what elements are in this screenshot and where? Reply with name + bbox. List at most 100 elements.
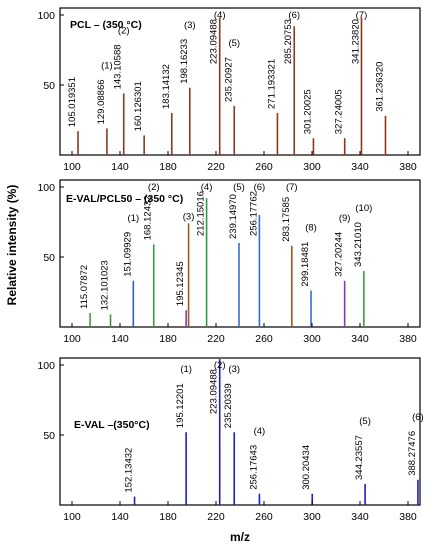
y-tick-label: 50 [43,430,55,442]
panel-pcl: PCL – (350 °C) 100 140 180 220 260 300 340 380 5… [37,7,421,173]
peak-labels: 152.13432 195.12201 (1) 223.09488(2) 235.203… [124,360,424,493]
panel-title: E-VAL/PCL50 – (350 °C) [66,193,183,205]
peak-index-label: (2) [118,25,130,36]
peak-mz-label: 271.193321 [266,59,277,109]
peak-index-label: (1) [128,213,140,224]
panel-eval-pcl50: E-VAL/PCL50 – (350 °C) 100 140 180 220 260 30… [37,179,421,345]
peak-index-label: (5) [228,38,240,49]
peak-mz-label: 344.23557 [354,435,365,480]
y-tick-label: 100 [37,10,55,22]
panel-title: E-VAL –(350°C) [74,419,150,431]
x-tick-label: 260 [255,333,273,345]
peak-mz-label: 195.12345 [175,261,186,306]
x-tick-label: 340 [351,511,369,523]
peak-bars [77,17,387,155]
peak-index-label: (2) [148,182,160,193]
x-tick-label: 300 [303,511,321,523]
peak-index-label: (10) [355,203,372,214]
peak-mz-label: 151.09929 [122,232,133,277]
x-tick-label: 100 [63,333,81,345]
y-tick-label: 100 [37,182,55,194]
peak-index-label: (6) [254,182,266,193]
peak-bars [89,198,365,327]
x-tick-label: 220 [207,511,225,523]
peak-mz-label: 301.20025 [302,89,313,134]
peak-mz-label: 235.20927 [223,57,234,102]
peak-mz-label: 327.24005 [334,89,345,134]
peak-index-label: (6) [412,412,424,423]
peak-mz-label: 132.101023 [100,260,111,310]
peak-mz-label: 198.16233 [179,39,190,84]
peak-mz-label: 343.21010 [353,222,364,267]
peak-mz-label: 115.07872 [79,265,90,309]
x-tick-label: 140 [111,511,129,523]
axis-ticks: 100 140 180 220 260 300 340 380 50 100 [37,360,416,523]
peak-mz-label: 223.09488 [209,19,220,64]
peak-index-label: (7) [356,10,368,21]
x-tick-label: 380 [399,333,417,345]
x-tick-label: 180 [159,333,177,345]
x-tick-label: 220 [207,161,225,173]
peak-mz-label: 341.23820 [350,19,361,64]
x-tick-label: 300 [303,161,321,173]
peak-mz-label: 143.10588 [113,44,124,89]
peak-index-label: (4) [214,10,226,21]
peak-index-label: (3) [183,211,195,222]
y-tick-label: 50 [43,80,55,92]
peak-mz-label: 223.09488 [209,369,220,414]
peak-mz-label: 285.20753 [283,19,294,64]
peak-mz-label: 299.18481 [300,242,311,287]
x-tick-label: 260 [255,161,273,173]
peak-index-label: (9) [339,213,351,224]
peak-mz-label: 235.20339 [223,383,234,428]
x-tick-label: 300 [303,333,321,345]
peak-index-label: (4) [254,426,266,437]
peak-mz-label: 129.08866 [96,79,107,124]
y-tick-label: 50 [43,252,55,264]
panel-title: PCL – (350 °C) [70,19,142,31]
plot-frame [59,357,421,506]
peak-index-label: (2) [214,360,226,371]
peak-index-label: (7) [286,182,298,193]
peak-labels: 115.07872 132.101023 151.09929 (1) 168.12432… [79,182,372,310]
peak-mz-label: 300.20434 [301,445,312,490]
x-tick-label: 100 [63,511,81,523]
plot-frame [59,7,421,156]
peak-mz-label: 105.019351 [67,77,78,127]
x-axis-label: m/z [230,530,250,544]
peak-mz-label: 256.17762 [248,191,259,236]
x-tick-label: 220 [207,333,225,345]
y-tick-label: 100 [37,360,55,372]
peak-mz-label: 212.15016 [196,191,207,236]
peak-mz-label: 160.126301 [133,81,144,131]
y-axis-label: Relative intensity (%) [5,185,19,306]
x-tick-label: 180 [159,511,177,523]
peak-mz-label: 183.14132 [161,64,172,109]
peak-index-label: (1) [180,364,192,375]
peak-index-label: (6) [288,10,300,21]
peak-index-label: (4) [201,182,213,193]
x-tick-label: 260 [255,511,273,523]
plot-frame [59,179,421,328]
peak-mz-label: 168.12432 [143,195,154,240]
peak-bars [133,359,419,505]
peak-index-label: (8) [305,223,317,234]
x-tick-label: 340 [351,333,369,345]
peak-index-label: (5) [233,182,245,193]
x-tick-label: 140 [111,161,129,173]
peak-index-label: (5) [359,416,371,427]
x-tick-label: 100 [63,161,81,173]
panel-eval: E-VAL –(350°C) 100 140 180 220 260 300 340 380 5… [37,357,424,523]
peak-mz-label: 388.27476 [407,431,418,476]
x-tick-label: 380 [399,511,417,523]
peak-index-label: (3) [184,20,196,31]
peak-mz-label: 361.236320 [374,62,385,112]
x-tick-label: 380 [399,161,417,173]
peak-index-label: (1) [101,60,113,71]
x-tick-label: 180 [159,161,177,173]
x-tick-label: 340 [351,161,369,173]
axis-ticks: 100 140 180 220 260 300 340 380 50 100 [37,182,416,345]
axis-ticks: 100 140 180 220 260 300 340 380 50 100 [37,10,416,173]
x-tick-label: 140 [111,333,129,345]
